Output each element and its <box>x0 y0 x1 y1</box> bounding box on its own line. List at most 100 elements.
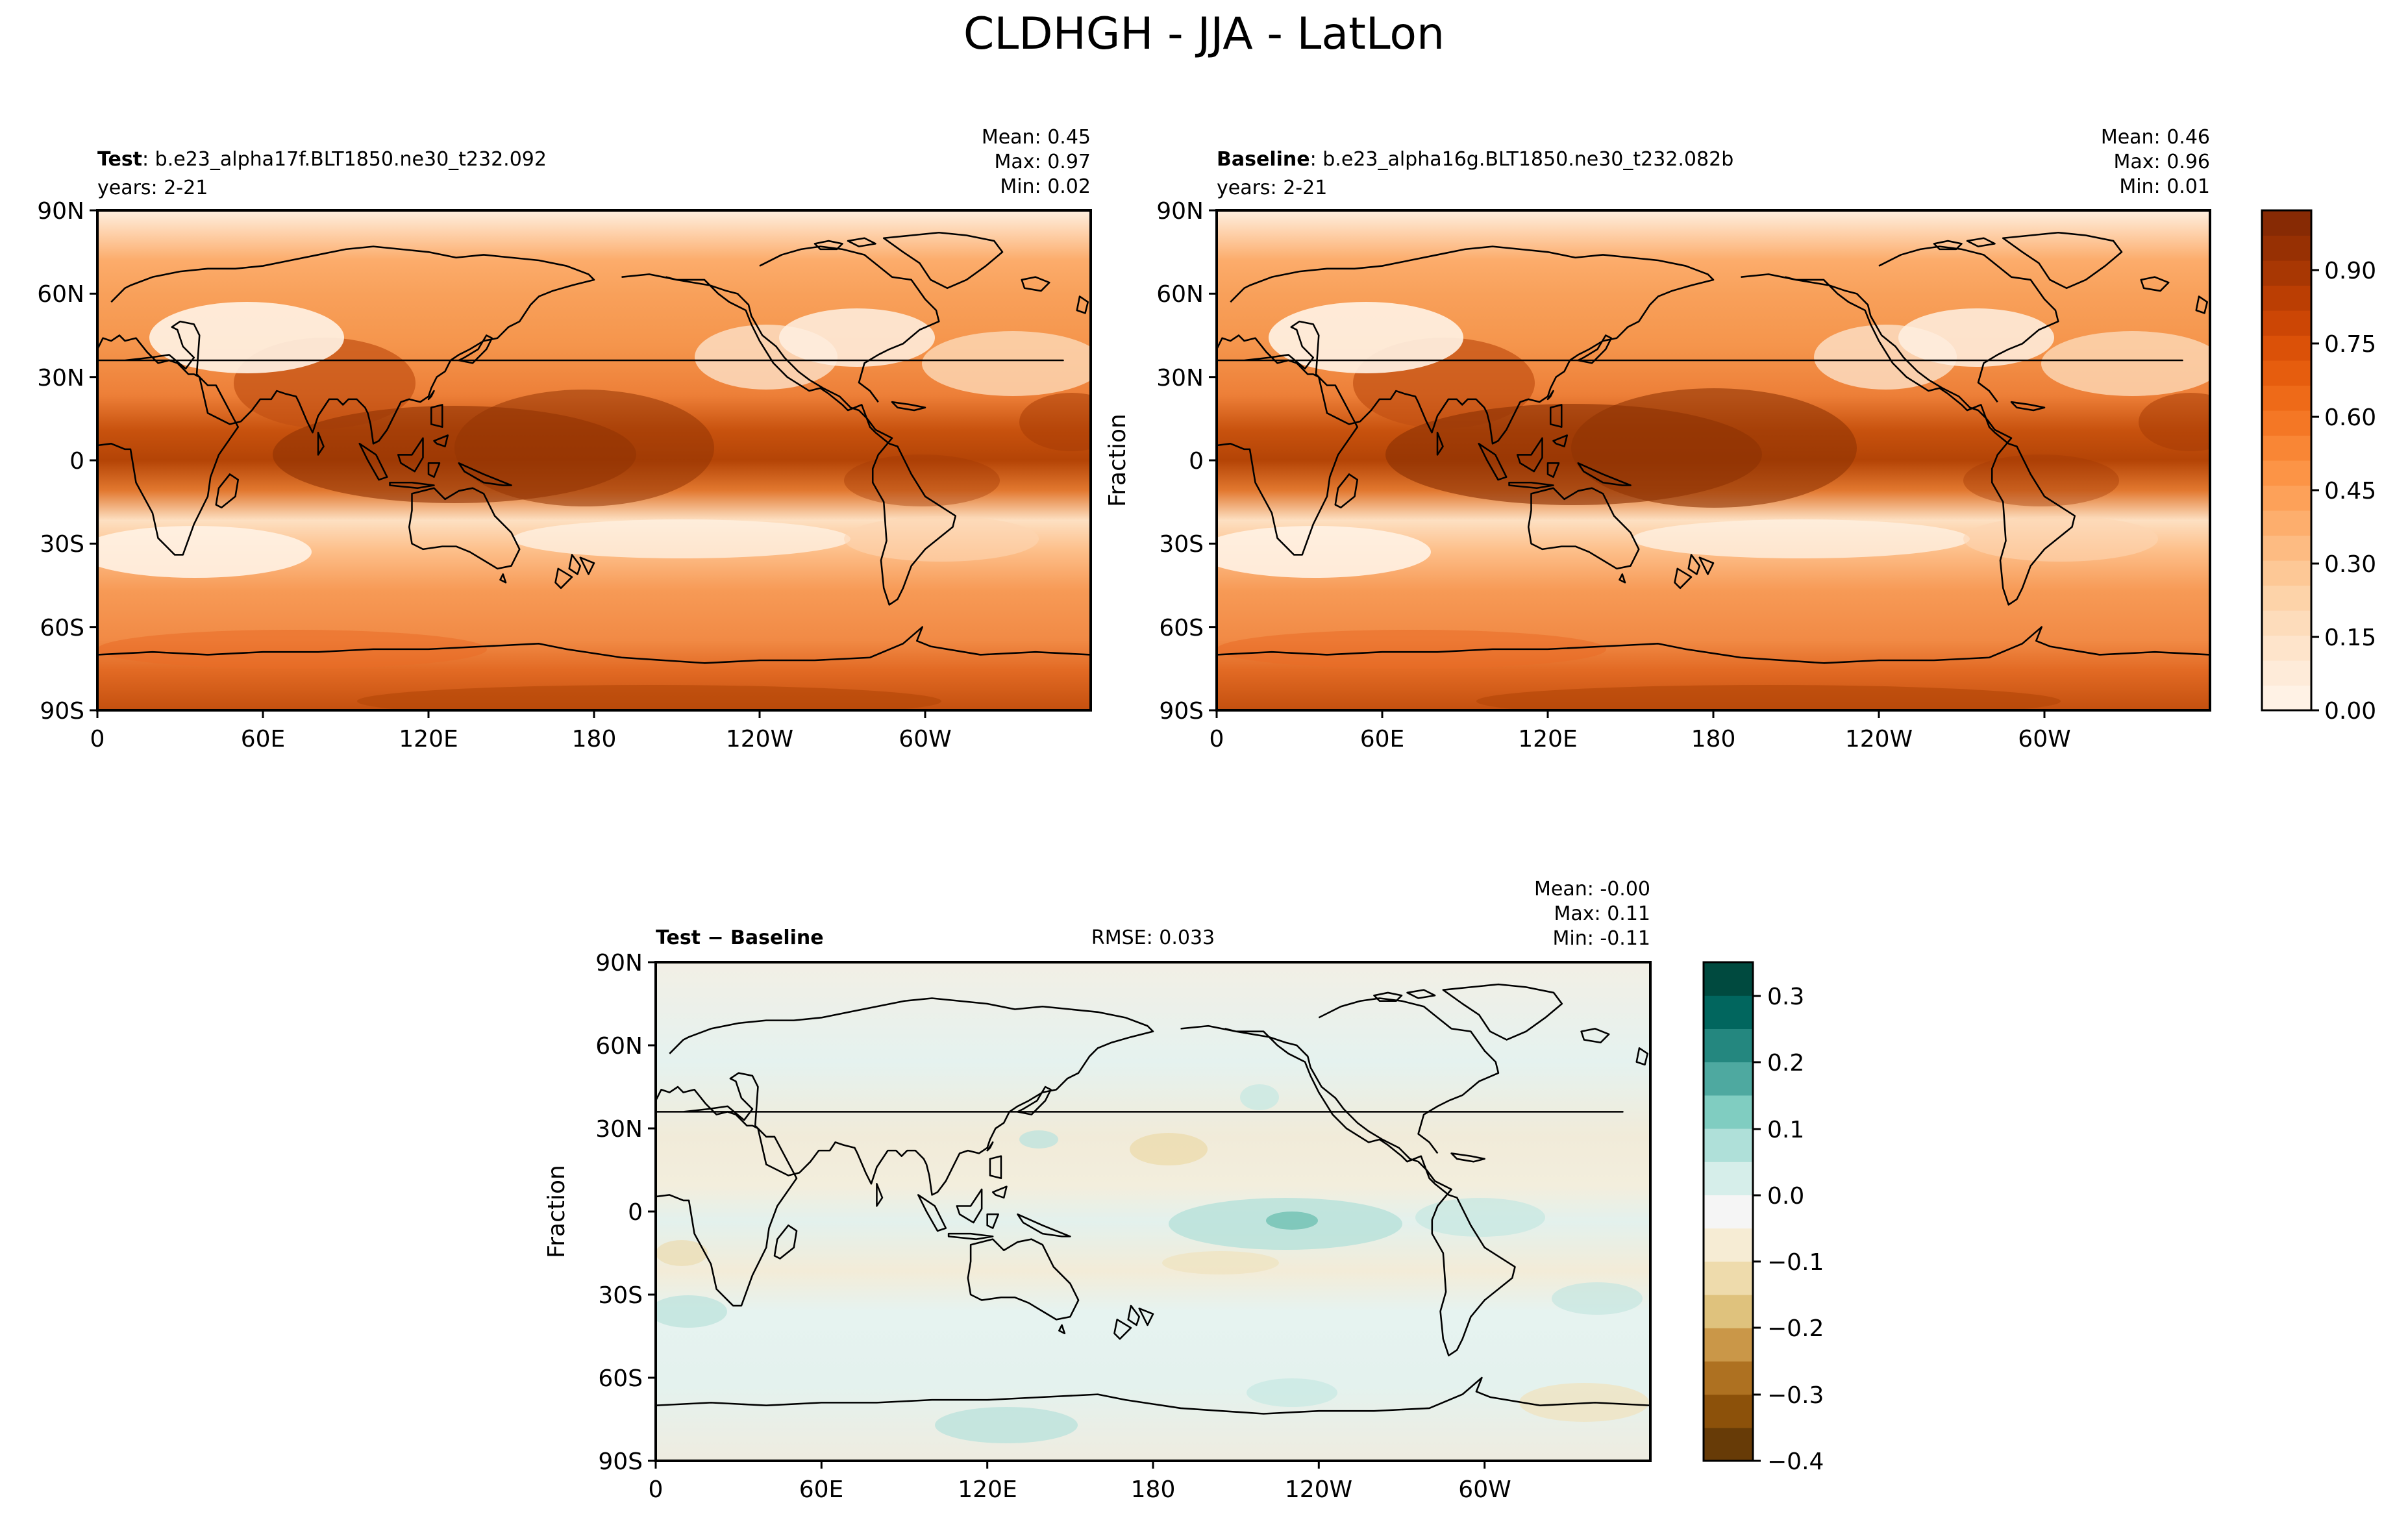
test-stat-mean: Mean: 0.45 <box>982 126 1091 149</box>
diff-colorbar-label: −0.3 <box>1767 1382 1824 1409</box>
test-map <box>97 210 1091 710</box>
colorbar-band <box>1704 1261 1753 1295</box>
colorbar-band <box>2262 560 2311 586</box>
test-lat-label: 90N <box>37 198 84 225</box>
colorbar-band <box>1704 1028 1753 1063</box>
main-colorbar-label: 0.00 <box>2324 698 2376 725</box>
test-lat-label: 90S <box>40 698 84 725</box>
diff-lat-label: 0 <box>628 1199 643 1226</box>
colorbar-band <box>1704 1427 1753 1461</box>
baseline-years: years: 2-21 <box>1217 177 1327 199</box>
test-label-rest: : b.e23_alpha17f.BLT1850.ne30_t232.092 <box>142 148 547 171</box>
colorbar-band <box>2262 460 2311 486</box>
colorbar-band <box>1704 1095 1753 1129</box>
colorbar-band <box>2262 510 2311 536</box>
test-lat-label: 60S <box>40 615 84 641</box>
diff-colorbar-label: −0.1 <box>1767 1249 1824 1276</box>
baseline-lat-label: 90S <box>1159 698 1204 725</box>
diff-colorbar-label: 0.3 <box>1767 984 1804 1010</box>
colorbar-band <box>2262 585 2311 611</box>
test-lat-label: 60N <box>37 281 84 308</box>
test-lon-label: 180 <box>572 726 617 752</box>
baseline-field-features <box>1217 302 2210 710</box>
main-colorbar-ticks: 0.00 0.15 0.30 0.45 0.60 0.75 0.90 <box>2311 258 2376 725</box>
diff-lon-label: 180 <box>1131 1476 1176 1503</box>
baseline-lon-label: 0 <box>1210 726 1224 752</box>
main-colorbar-label: 0.30 <box>2324 551 2376 578</box>
colorbar-band <box>1704 995 1753 1029</box>
colorbar-band <box>2262 485 2311 511</box>
test-panel: Test: b.e23_alpha17f.BLT1850.ne30_t232.0… <box>37 126 1092 752</box>
diff-colorbar-label: 0.0 <box>1767 1183 1804 1210</box>
test-stat-min: Min: 0.02 <box>1000 175 1091 198</box>
test-label: Test: b.e23_alpha17f.BLT1850.ne30_t232.0… <box>97 148 547 171</box>
baseline-lat-label: 60N <box>1156 281 1204 308</box>
colorbar-band <box>2262 335 2311 361</box>
main-colorbar-bands <box>2262 210 2311 711</box>
colorbar-band <box>2262 210 2311 236</box>
baseline-stat-mean: Mean: 0.46 <box>2101 126 2210 149</box>
colorbar-band <box>2262 410 2311 436</box>
diff-colorbar-label: 0.2 <box>1767 1050 1804 1076</box>
diff-label: Test − Baseline <box>656 926 824 949</box>
test-lon-label: 0 <box>90 726 105 752</box>
test-lat-label: 0 <box>69 448 84 475</box>
main-colorbar-label: 0.15 <box>2324 625 2376 651</box>
diff-stat-min: Min: -0.11 <box>1553 927 1651 950</box>
test-label-bold: Test <box>97 148 142 171</box>
diff-colorbar-ticks: 0.3 0.2 0.1 0.0 −0.1 −0.2 −0.3 −0.4 <box>1753 984 1824 1475</box>
diff-lat-label: 60S <box>598 1365 643 1392</box>
diff-colorbar-bands <box>1704 962 1753 1461</box>
diff-ylabel: Fraction <box>543 1165 570 1258</box>
main-colorbar-label: 0.45 <box>2324 478 2376 504</box>
diff-lon-axis: 0 60E 120E 180 120W 60W <box>649 1461 1511 1503</box>
figure-title: CLDHGH - JJA - LatLon <box>963 8 1445 60</box>
colorbar-band <box>2262 310 2311 336</box>
test-lat-axis: 90N 60N 30N 0 30S 60S 90S <box>37 198 97 725</box>
baseline-lat-label: 30N <box>1156 365 1204 392</box>
diff-stat-mean: Mean: -0.00 <box>1534 878 1650 901</box>
test-lat-label: 30N <box>37 365 84 392</box>
diff-stat-max: Max: 0.11 <box>1554 902 1650 925</box>
colorbar-band <box>1704 1295 1753 1328</box>
baseline-stat-max: Max: 0.96 <box>2114 151 2210 173</box>
colorbar-band <box>1704 1195 1753 1229</box>
colorbar-band <box>1704 1394 1753 1428</box>
test-lon-label: 60W <box>899 726 951 752</box>
baseline-stat-min: Min: 0.01 <box>2119 175 2210 198</box>
baseline-lon-label: 120W <box>1845 726 1913 752</box>
colorbar-band <box>2262 660 2311 686</box>
colorbar-band <box>1704 1228 1753 1262</box>
diff-colorbar-label: −0.2 <box>1767 1315 1824 1342</box>
baseline-ylabel: Fraction <box>1104 414 1131 507</box>
diff-colorbar-label: −0.4 <box>1767 1448 1824 1475</box>
test-lon-label: 60E <box>241 726 286 752</box>
diff-lon-label: 60W <box>1458 1476 1511 1503</box>
diff-field-features <box>656 1084 1649 1443</box>
diff-lat-label: 30S <box>598 1282 643 1309</box>
diff-lon-label: 120W <box>1285 1476 1352 1503</box>
diff-lat-label: 30N <box>595 1116 643 1143</box>
diff-lon-label: 0 <box>649 1476 664 1503</box>
colorbar-band <box>2262 685 2311 711</box>
diff-rmse: RMSE: 0.033 <box>1091 926 1215 949</box>
colorbar-band <box>2262 535 2311 561</box>
diff-map <box>656 962 1650 1461</box>
diff-colorbar-frame <box>1702 961 1754 1462</box>
baseline-lon-label: 60W <box>2018 726 2070 752</box>
colorbar-band <box>2262 635 2311 661</box>
baseline-lat-label: 90N <box>1156 198 1204 225</box>
colorbar-band <box>1704 1162 1753 1195</box>
test-lon-label: 120E <box>399 726 458 752</box>
colorbar-band <box>2262 285 2311 311</box>
test-lat-label: 30S <box>40 531 84 558</box>
baseline-map <box>1217 210 2210 710</box>
colorbar-band <box>2262 235 2311 261</box>
diff-lat-label: 60N <box>595 1033 643 1060</box>
diff-lat-label: 90N <box>595 950 643 976</box>
baseline-panel: Baseline: b.e23_alpha16g.BLT1850.ne30_t2… <box>1104 126 2211 752</box>
colorbar-band <box>2262 385 2311 411</box>
diff-panel: Test − Baseline RMSE: 0.033 Mean: -0.00 … <box>543 878 1652 1503</box>
colorbar-band <box>1704 1328 1753 1361</box>
diff-colorbar: 0.3 0.2 0.1 0.0 −0.1 −0.2 −0.3 −0.4 <box>1702 961 1824 1475</box>
